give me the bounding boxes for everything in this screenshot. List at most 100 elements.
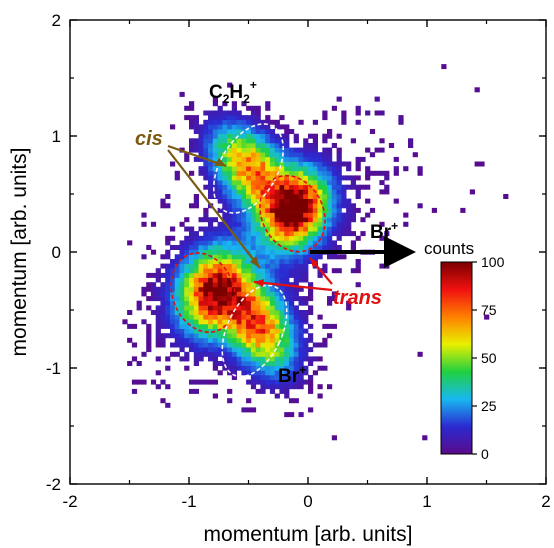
heatmap-cell — [198, 133, 204, 139]
heatmap-cell — [231, 245, 237, 250]
heatmap-cell — [212, 152, 218, 158]
heatmap-cell — [388, 143, 395, 148]
heatmap-cell — [179, 337, 185, 343]
heatmap-cell — [308, 384, 314, 390]
heatmap-cell — [184, 115, 190, 121]
heatmap-cell — [165, 235, 171, 241]
heatmap-cell — [131, 356, 138, 362]
heatmap-cell — [289, 370, 295, 376]
br-arrow-label: Br+ — [370, 219, 398, 243]
heatmap-cell — [165, 254, 171, 260]
heatmap-cell — [303, 143, 309, 148]
heatmap-cell — [269, 254, 276, 260]
heatmap-cell — [265, 184, 271, 190]
heatmap-cell — [222, 156, 228, 162]
heatmap-cell — [165, 319, 171, 325]
heatmap-cell — [231, 207, 237, 213]
heatmap-cell — [165, 365, 171, 371]
heatmap-cell — [293, 328, 299, 334]
heatmap-cell — [260, 143, 266, 148]
heatmap-cell — [269, 170, 276, 176]
heatmap-cell — [170, 310, 176, 315]
heatmap-cell — [227, 351, 233, 357]
heatmap-cell — [170, 124, 176, 130]
heatmap-cell — [236, 323, 242, 329]
heatmap-cell — [227, 124, 233, 130]
heatmap-cell — [279, 194, 285, 199]
heatmap-cell — [222, 115, 228, 121]
heatmap-cell — [212, 119, 218, 125]
heatmap-cell — [160, 319, 166, 325]
heatmap-cell — [260, 198, 266, 204]
heatmap-cell — [289, 184, 295, 190]
heatmap-cell — [250, 328, 257, 334]
heatmap-cell — [293, 356, 299, 362]
heatmap-cell — [269, 235, 276, 241]
heatmap-cell — [265, 175, 271, 181]
heatmap-cell — [274, 384, 280, 390]
heatmap-cell — [293, 314, 299, 320]
heatmap-cell — [246, 254, 252, 260]
heatmap-cell — [208, 268, 214, 274]
heatmap-cell — [279, 231, 285, 237]
heatmap-cell — [289, 356, 295, 362]
heatmap-cell — [193, 379, 199, 385]
heatmap-cell — [227, 282, 233, 288]
heatmap-cell — [255, 124, 261, 130]
heatmap-cell — [303, 328, 309, 334]
heatmap-cell — [208, 272, 214, 278]
heatmap-cell — [150, 310, 157, 315]
heatmap-cell — [289, 333, 295, 339]
heatmap-cell — [293, 384, 299, 390]
heatmap-cell — [212, 235, 218, 241]
heatmap-cell — [255, 347, 261, 353]
heatmap-cell — [265, 351, 271, 357]
heatmap-cell — [312, 198, 318, 204]
heatmap-cell — [350, 175, 356, 181]
heatmap-cell — [355, 207, 361, 213]
heatmap-cell — [193, 356, 199, 362]
heatmap-cell — [260, 156, 266, 162]
heatmap-cell — [350, 231, 356, 237]
heatmap-cell — [355, 175, 361, 181]
heatmap-cell — [322, 365, 328, 371]
heatmap-cell — [250, 156, 257, 162]
heatmap-cell — [203, 184, 209, 190]
heatmap-cell — [217, 342, 223, 348]
heatmap-cell — [250, 166, 257, 172]
heatmap-cell — [279, 221, 285, 227]
heatmap-cell — [269, 342, 276, 348]
heatmap-cell — [250, 245, 257, 250]
heatmap-cell — [165, 314, 171, 320]
heatmap-cell — [231, 300, 237, 306]
heatmap-cell — [289, 351, 295, 357]
heatmap-cell — [174, 351, 180, 357]
heatmap-cell — [212, 272, 218, 278]
heatmap-cell — [279, 300, 285, 306]
heatmap-cell — [269, 384, 276, 390]
heatmap-cell — [184, 152, 190, 158]
heatmap-cell — [279, 124, 285, 130]
heatmap-cell — [184, 337, 190, 343]
heatmap-cell — [198, 272, 204, 278]
heatmap-cell — [198, 268, 204, 274]
heatmap-cell — [227, 259, 233, 264]
x-axis-ticks: -2 -1 0 1 2 — [62, 20, 551, 511]
heatmap-cell — [322, 133, 328, 139]
heatmap-cell — [255, 152, 261, 158]
heatmap-cell — [274, 189, 280, 195]
heatmap-cells — [122, 64, 509, 441]
heatmap-cell — [279, 189, 285, 195]
heatmap-cell — [246, 119, 252, 125]
x-tick-label: -2 — [62, 492, 77, 511]
heatmap-cell — [241, 342, 247, 348]
heatmap-cell — [279, 328, 285, 334]
heatmap-cell — [250, 235, 257, 241]
heatmap-cell — [241, 310, 247, 315]
heatmap-cell — [250, 194, 257, 199]
heatmap-cell — [236, 156, 242, 162]
heatmap-cell — [131, 379, 138, 385]
heatmap-cell — [369, 170, 376, 176]
heatmap-cell — [308, 175, 314, 181]
heatmap-cell — [146, 347, 152, 353]
